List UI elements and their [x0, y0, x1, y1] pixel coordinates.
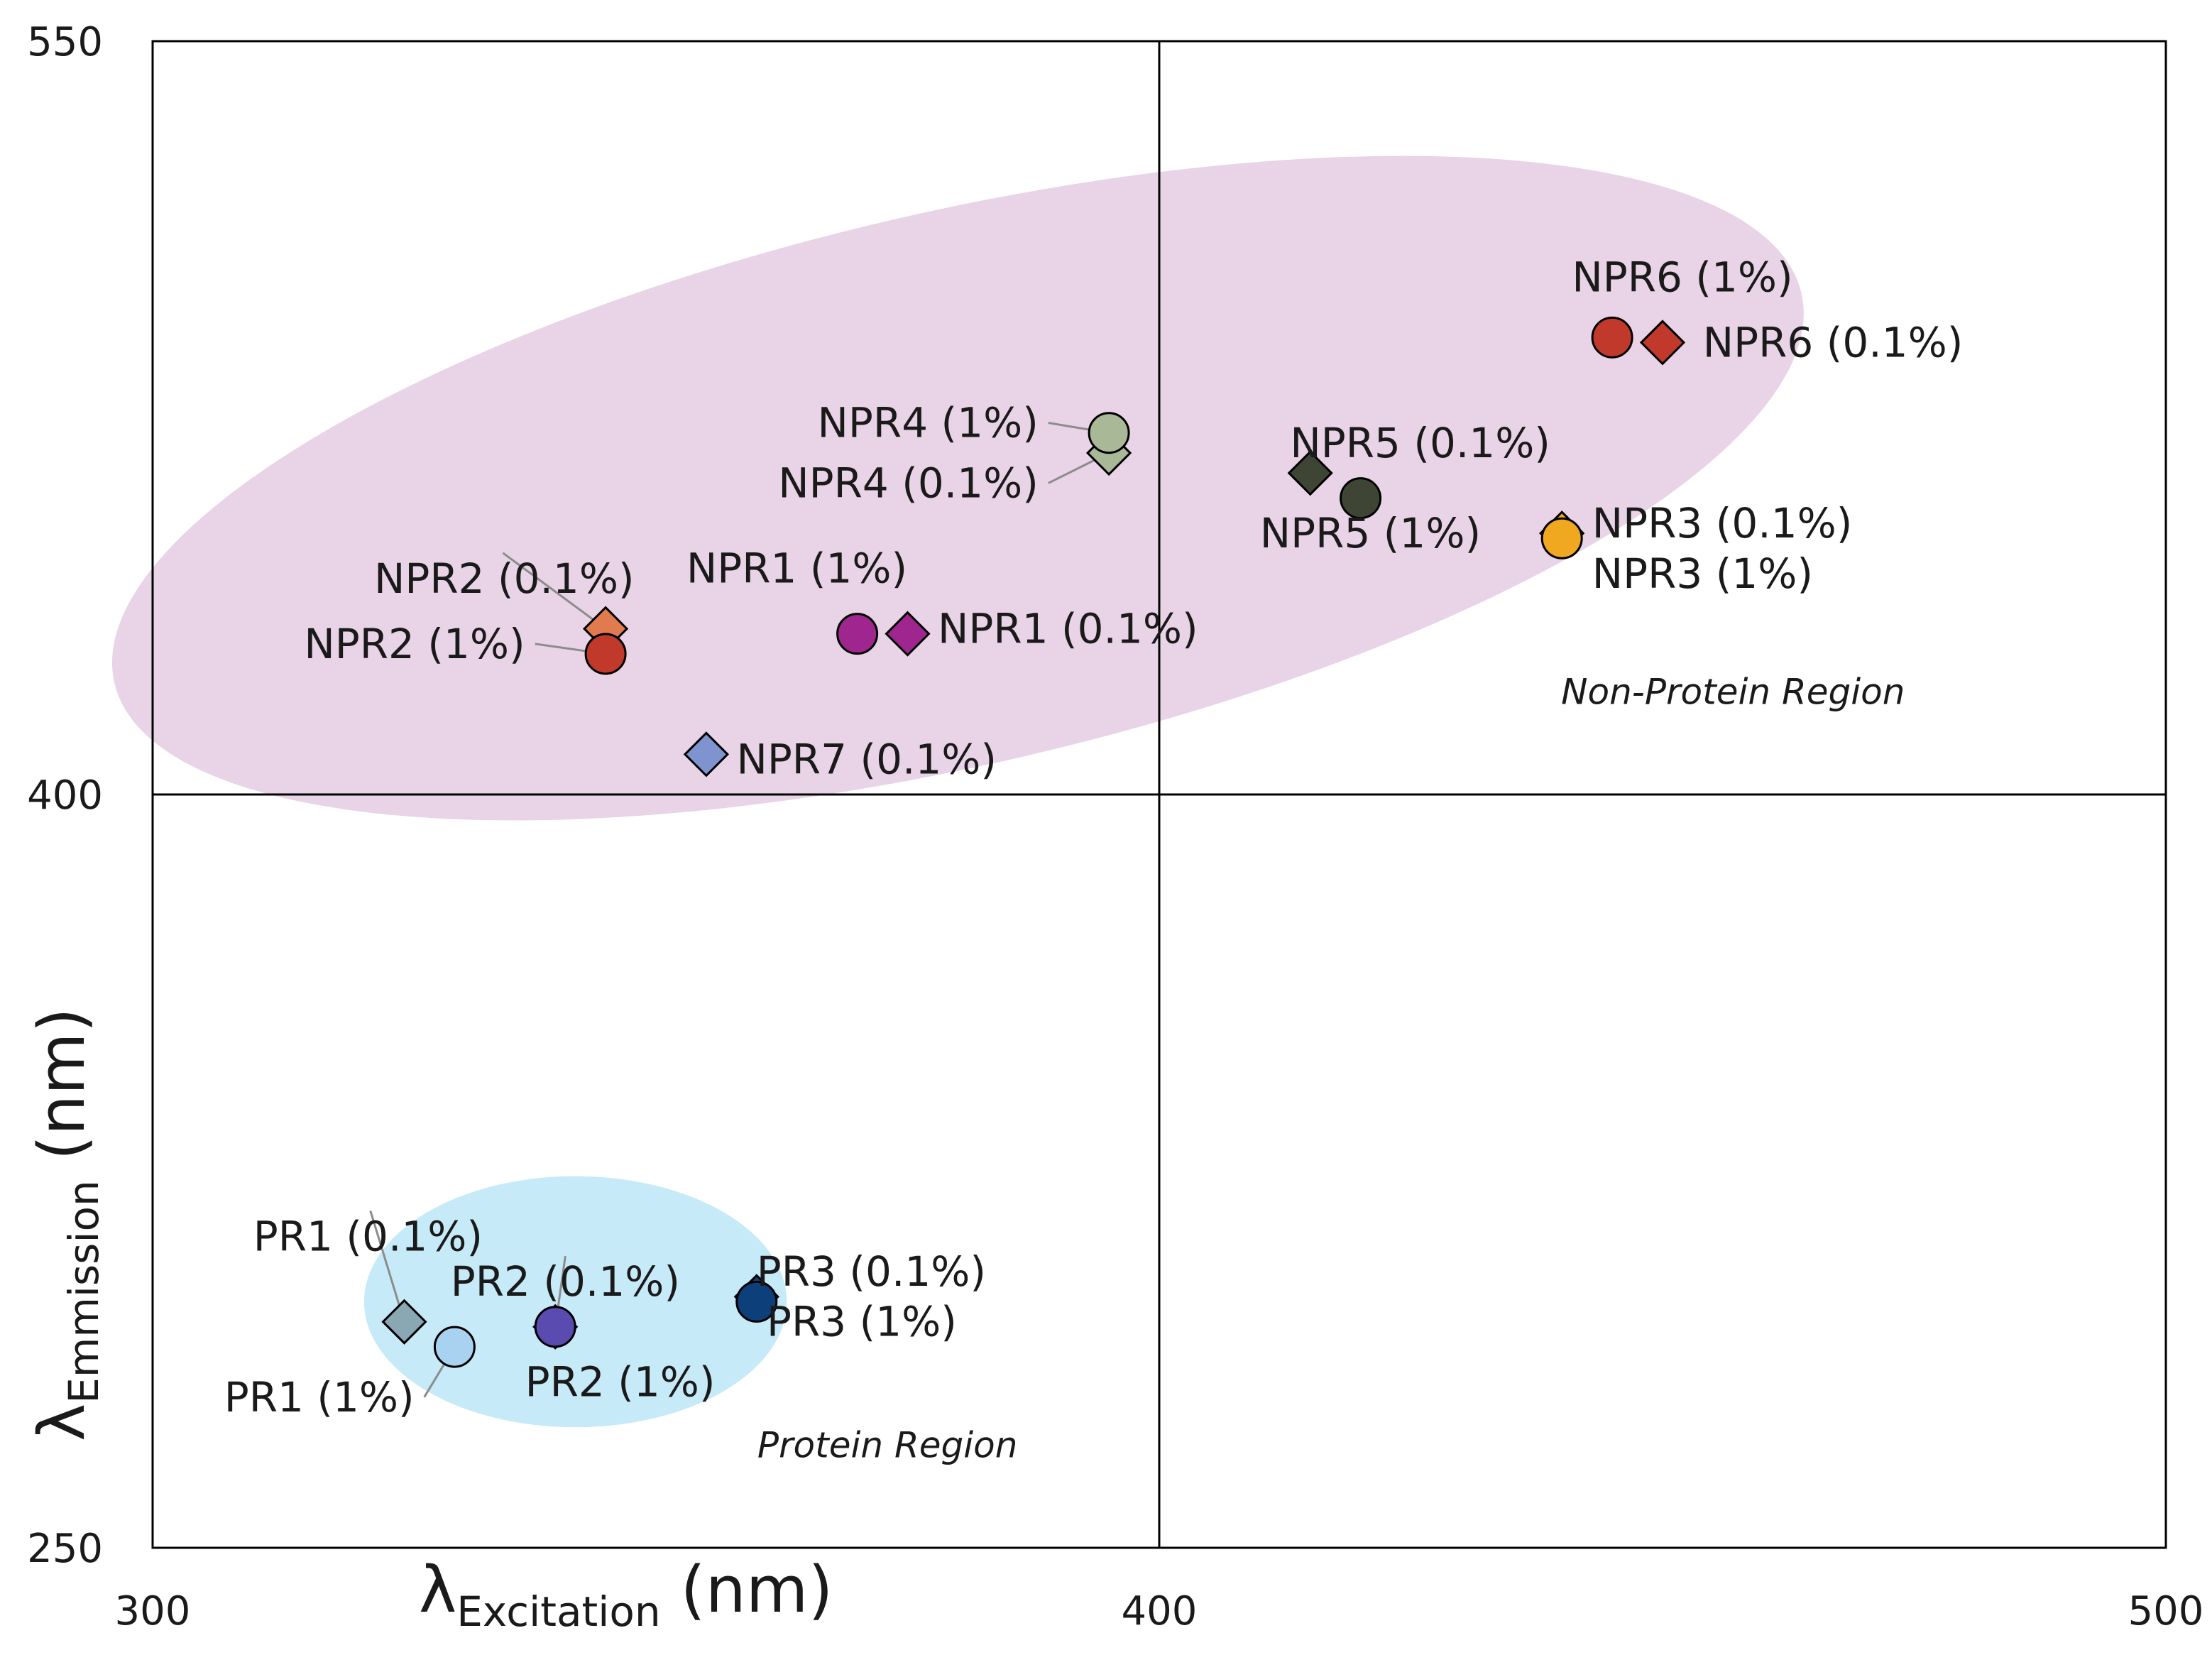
pr1-0-1-diamond-marker — [381, 1299, 427, 1345]
pr1-0-1-leader-line — [369, 1211, 405, 1323]
y-tick-label: 550 — [27, 19, 103, 65]
npr6-1-label: NPR6 (1%) — [1572, 253, 1792, 301]
npr7-0-1-label: NPR7 (0.1%) — [736, 735, 997, 783]
npr6-0-1-diamond-marker — [1639, 319, 1686, 366]
x-axis-title: λExcitation (nm) — [419, 1553, 833, 1636]
points-layer — [381, 316, 1686, 1368]
npr7-0-1-diamond-marker — [683, 731, 730, 777]
pr1-1-label: PR1 (1%) — [224, 1373, 415, 1421]
regions-layer — [111, 155, 1804, 1428]
npr4-1-label: NPR4 (1%) — [818, 399, 1039, 447]
npr3-0-1-label: NPR3 (0.1%) — [1592, 499, 1853, 547]
pr3-1-circle-marker — [735, 1280, 778, 1323]
protein-region-area — [363, 1176, 787, 1428]
protein-region-label: Protein Region — [757, 1425, 1018, 1466]
npr4-1-circle-marker — [1088, 412, 1130, 454]
pr3-0-1-label: PR3 (0.1%) — [757, 1247, 986, 1296]
y-axis-title: λEmmission(nm) — [25, 1007, 108, 1441]
npr1-1-circle-marker — [836, 613, 879, 655]
x-tick-label: 400 — [1122, 1588, 1198, 1634]
pr2-0-1-label: PR2 (0.1%) — [451, 1257, 680, 1306]
npr1-1-label: NPR1 (1%) — [686, 545, 907, 593]
npr6-1-circle-marker — [1591, 316, 1633, 359]
pr3-1-label: PR3 (1%) — [767, 1298, 957, 1346]
pr1-1-circle-marker — [433, 1326, 476, 1368]
non-protein-region-label: Non-Protein Region — [1561, 672, 1905, 713]
x-tick-label: 500 — [2128, 1588, 2204, 1634]
npr2-0-1-leader-line — [502, 552, 606, 630]
npr4-0-1-label: NPR4 (0.1%) — [778, 459, 1039, 507]
npr5-1-circle-marker — [1340, 477, 1382, 520]
non-protein-region-area — [111, 155, 1804, 821]
npr2-1-circle-marker — [584, 633, 627, 675]
x-tick-label: 300 — [115, 1588, 191, 1634]
npr5-0-1-diamond-marker — [1287, 450, 1333, 496]
npr2-0-1-label: NPR2 (0.1%) — [374, 555, 635, 603]
pr1-0-1-label: PR1 (0.1%) — [253, 1212, 483, 1260]
npr6-0-1-label: NPR6 (0.1%) — [1703, 318, 1964, 366]
pr2-1-label: PR2 (1%) — [525, 1358, 716, 1407]
npr5-0-1-label: NPR5 (0.1%) — [1290, 419, 1550, 467]
region-labels: Non-Protein Region Protein Region — [757, 672, 1905, 1466]
y-tick-label: 400 — [27, 772, 103, 819]
npr1-0-1-diamond-marker — [885, 611, 931, 657]
point-labels: NPR6 (1%) NPR6 (0.1%) NPR4 (1%) NPR4 (0.1%)… — [224, 253, 1964, 1421]
npr1-0-1-label: NPR1 (0.1%) — [938, 605, 1198, 653]
npr2-1-label: NPR2 (1%) — [304, 620, 525, 668]
axis-ticks: 300 400 500 250 400 550 — [27, 19, 2203, 1634]
pr2-0-1-circle-marker — [534, 1306, 576, 1348]
npr5-1-label: NPR5 (1%) — [1260, 509, 1481, 557]
npr3-1-circle-marker — [1540, 517, 1583, 559]
npr3-1-label: NPR3 (1%) — [1592, 550, 1813, 598]
y-tick-label: 250 — [27, 1526, 103, 1572]
